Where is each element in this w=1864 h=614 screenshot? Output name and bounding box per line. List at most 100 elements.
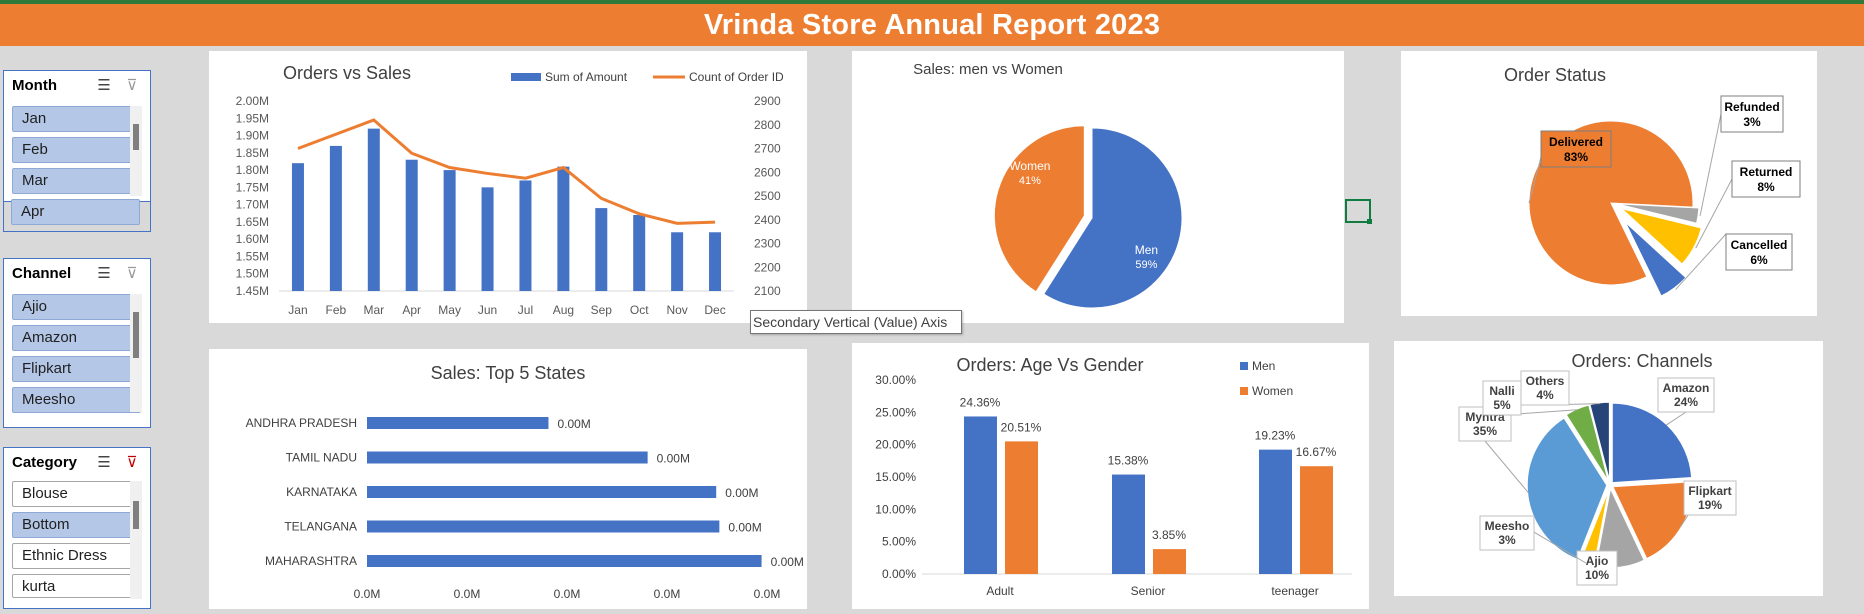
clear-filter-icon[interactable]: ⊽ — [126, 77, 138, 94]
age-gender-bar[interactable] — [1300, 466, 1333, 574]
scroll-thumb[interactable] — [133, 312, 139, 358]
slicer-item[interactable]: Blouse — [12, 481, 141, 507]
age-gender-bar[interactable] — [1259, 449, 1292, 574]
age-gender-bar[interactable] — [1112, 474, 1145, 574]
top-states-chart[interactable]: Sales: Top 5 States ANDHRA PRADESH 0.00M T… — [209, 349, 807, 609]
amount-bar[interactable] — [709, 232, 722, 291]
slicer-item[interactable]: Ajio — [12, 294, 141, 320]
data-callout — [1576, 550, 1618, 586]
slicer-item[interactable]: Ethnic Dress — [12, 543, 141, 569]
age-gender-bar[interactable] — [1153, 549, 1186, 574]
leader-line — [1675, 233, 1727, 290]
slicer-scrollbar[interactable] — [130, 106, 142, 196]
y2-tick-label: 2600 — [754, 165, 781, 179]
slicer-scrollbar[interactable] — [130, 294, 142, 412]
state-bar[interactable] — [367, 555, 762, 567]
y2-tick-label: 2200 — [754, 260, 781, 274]
scroll-thumb[interactable] — [133, 124, 139, 150]
y2-tick-label: 2300 — [754, 237, 781, 251]
pie-slice[interactable] — [1526, 416, 1608, 561]
state-bar[interactable] — [367, 451, 648, 464]
data-callout — [1482, 380, 1522, 416]
y-tick-label: 20.00% — [875, 438, 916, 452]
leader-line — [1699, 113, 1722, 217]
y-tick-label: 1.75M — [236, 180, 269, 194]
callout-label: Amazon — [1663, 381, 1710, 395]
x-tick-label: Jul — [518, 303, 533, 317]
amount-bar[interactable] — [595, 208, 608, 291]
multi-select-icon[interactable]: ☰ — [97, 454, 111, 471]
amount-bar[interactable] — [671, 232, 684, 291]
slicer-item[interactable]: Meesho — [12, 387, 141, 413]
y2-tick-label: 2900 — [754, 94, 781, 108]
order-status-chart[interactable]: Order Status Delivered 83% Refunded 3% Retur… — [1401, 51, 1817, 316]
age-gender-bar[interactable] — [1005, 441, 1038, 574]
state-bar[interactable] — [367, 520, 720, 533]
slicer-item[interactable]: Amazon — [12, 325, 141, 351]
amount-bar[interactable] — [367, 128, 380, 291]
amount-bar[interactable] — [481, 187, 494, 291]
x-tick-label: Sep — [591, 303, 613, 317]
orders-vs-sales-chart[interactable]: Orders vs Sales Sum of Amount Count of O… — [209, 51, 807, 323]
pie-slice[interactable] — [1616, 203, 1700, 224]
category-slicer[interactable]: Category ☰ ⊽ Blouse Bottom Ethnic Dress … — [3, 447, 151, 609]
clear-filter-icon[interactable]: ⊽ — [126, 265, 138, 282]
x-tick-label: Apr — [402, 303, 421, 317]
slicer-item[interactable]: Feb — [12, 137, 141, 163]
multi-select-icon[interactable]: ☰ — [97, 77, 111, 94]
y-tick-label: 1.55M — [236, 249, 269, 263]
channels-chart[interactable]: Orders: Channels Amazon 24% Flipkart 19% Aji… — [1394, 341, 1823, 596]
bar-data-label: 0.00M — [725, 486, 758, 500]
age-gender-bar[interactable] — [964, 416, 997, 574]
callout-pct: 4% — [1536, 388, 1554, 402]
y2-tick-label: 2800 — [754, 118, 781, 132]
state-label: MAHARASHTRA — [265, 554, 357, 568]
channel-slicer[interactable]: Channel ☰ ⊽ Ajio Amazon Flipkart Meesho — [3, 258, 151, 428]
callout-pct: 8% — [1757, 180, 1775, 194]
amount-bar[interactable] — [405, 159, 418, 291]
month-slicer[interactable]: Month ☰ ⊽ Jan Feb Mar — [3, 70, 151, 202]
slicer-item[interactable]: Bottom — [12, 512, 141, 538]
y-tick-label: 25.00% — [875, 405, 916, 419]
slicer-item[interactable]: kurta — [12, 574, 141, 598]
data-callout — [1540, 130, 1612, 168]
callout-label: Ajio — [1586, 554, 1609, 568]
amount-bar[interactable] — [329, 145, 342, 291]
legend-swatch-amount — [511, 73, 541, 81]
selected-cell[interactable] — [1345, 199, 1371, 223]
slicer-item[interactable]: Flipkart — [12, 356, 141, 382]
bar-data-label: 0.00M — [657, 452, 690, 466]
y2-tick-label: 2500 — [754, 189, 781, 203]
scroll-thumb[interactable] — [133, 501, 139, 529]
pie-slice[interactable] — [1564, 403, 1610, 483]
age-gender-chart[interactable]: Orders: Age Vs Gender Men Women 0.00% 5.0… — [852, 343, 1369, 609]
slicer-scrollbar[interactable] — [130, 481, 142, 599]
amount-bar[interactable] — [557, 166, 570, 291]
callout-pct: 3% — [1498, 533, 1516, 547]
amount-bar[interactable] — [443, 170, 456, 291]
pie-slice[interactable] — [993, 125, 1085, 293]
slicer-item[interactable]: Mar — [12, 168, 141, 194]
pie-slice[interactable] — [1621, 208, 1702, 265]
bar-data-label: 0.00M — [728, 521, 761, 535]
state-bar[interactable] — [367, 486, 717, 498]
slicer-item[interactable]: Apr — [11, 199, 140, 225]
x-tick-label: Aug — [553, 303, 574, 317]
amount-bar[interactable] — [519, 180, 532, 291]
clear-filter-icon[interactable]: ⊽ — [126, 454, 138, 471]
pie-slice[interactable] — [1611, 402, 1693, 484]
amount-bar[interactable] — [291, 163, 304, 291]
chart-title: Orders vs Sales — [283, 63, 411, 83]
amount-bar[interactable] — [633, 215, 646, 291]
slicer-item[interactable]: Jan — [12, 106, 141, 132]
bar-data-label: 24.36% — [960, 395, 1001, 409]
pie-slice[interactable] — [1043, 127, 1183, 309]
pie-slice[interactable] — [1588, 401, 1611, 483]
fill-handle[interactable] — [1367, 219, 1372, 224]
callout-label: Cancelled — [1731, 238, 1788, 252]
state-bar[interactable] — [367, 417, 549, 429]
sales-gender-chart[interactable]: Sales: men vs Women Men 59% Women 41% — [852, 51, 1344, 323]
multi-select-icon[interactable]: ☰ — [97, 265, 111, 282]
chart-title: Orders: Age Vs Gender — [956, 355, 1143, 375]
